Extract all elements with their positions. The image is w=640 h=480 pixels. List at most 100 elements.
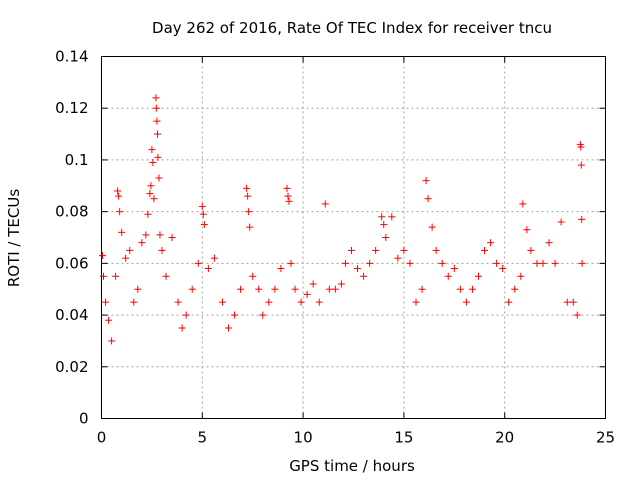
- data-point: [244, 192, 252, 200]
- data-point: [284, 192, 292, 200]
- y-tick-label: 0.14: [55, 48, 88, 66]
- data-point: [291, 285, 299, 293]
- x-tick-label: 0: [97, 429, 107, 447]
- data-point: [372, 246, 380, 254]
- data-point: [499, 265, 507, 273]
- data-point: [112, 272, 120, 280]
- data-point: [578, 259, 586, 267]
- data-point: [450, 265, 458, 273]
- data-point: [182, 311, 190, 319]
- data-point: [331, 285, 339, 293]
- data-point: [156, 231, 164, 239]
- data-point: [551, 259, 559, 267]
- data-point: [199, 210, 207, 218]
- data-point: [152, 94, 160, 102]
- y-tick-label: 0.02: [55, 358, 88, 376]
- data-point: [146, 190, 154, 198]
- x-tick-label: 10: [294, 429, 313, 447]
- data-point: [406, 259, 414, 267]
- data-point: [341, 259, 349, 267]
- data-point: [400, 246, 408, 254]
- data-point: [424, 195, 432, 203]
- data-point: [418, 285, 426, 293]
- data-point: [347, 246, 355, 254]
- data-point: [147, 182, 155, 190]
- data-point: [210, 254, 218, 262]
- data-point: [474, 272, 482, 280]
- data-point: [198, 202, 206, 210]
- data-point: [200, 221, 208, 229]
- data-point: [428, 223, 436, 231]
- data-point: [154, 130, 162, 138]
- data-point: [265, 298, 273, 306]
- axis-ticks: 0 5 10 15 20 25 0 0.02 0.04 0.06 0.08 0.1 0.12 0.14: [55, 48, 615, 447]
- data-point: [505, 298, 513, 306]
- data-point: [519, 200, 527, 208]
- data-point: [116, 208, 124, 216]
- data-point: [162, 272, 170, 280]
- data-point: [325, 285, 333, 293]
- data-point: [382, 234, 390, 241]
- data-point: [249, 272, 257, 280]
- data-point: [168, 234, 176, 241]
- data-point: [394, 254, 402, 262]
- y-tick-label: 0: [79, 410, 89, 428]
- data-point: [134, 285, 142, 293]
- grid: [101, 56, 606, 419]
- data-point: [277, 265, 285, 273]
- data-point: [487, 239, 495, 247]
- data-point: [99, 252, 107, 260]
- data-point: [245, 208, 253, 216]
- data-point: [388, 213, 396, 221]
- data-point: [155, 174, 163, 182]
- data-point: [511, 285, 519, 293]
- data-point: [102, 298, 110, 306]
- data-point: [158, 246, 166, 254]
- data-point: [108, 337, 116, 345]
- data-point: [285, 197, 293, 205]
- data-point: [130, 298, 138, 306]
- data-point: [412, 298, 420, 306]
- data-point: [115, 192, 123, 200]
- x-tick-label: 20: [495, 429, 514, 447]
- data-point: [178, 324, 186, 332]
- y-tick-label: 0.1: [65, 151, 89, 169]
- data-point: [303, 290, 311, 298]
- data-point: [309, 280, 317, 288]
- data-point: [153, 117, 161, 125]
- data-point: [527, 246, 535, 254]
- data-point: [533, 259, 541, 267]
- data-point: [517, 272, 525, 280]
- data-point: [321, 200, 329, 208]
- data-point: [563, 298, 571, 306]
- data-point: [243, 184, 251, 192]
- y-tick-label: 0.04: [55, 306, 88, 324]
- data-point: [578, 215, 586, 223]
- data-point: [380, 221, 388, 229]
- data-point: [259, 311, 267, 319]
- data-series: [99, 94, 586, 345]
- data-point: [150, 195, 158, 203]
- data-point: [114, 187, 122, 195]
- data-point: [154, 153, 162, 161]
- data-point: [569, 298, 577, 306]
- data-point: [148, 146, 156, 154]
- x-tick-label: 15: [394, 429, 413, 447]
- data-point: [557, 218, 565, 226]
- data-point: [246, 223, 254, 231]
- data-point: [577, 161, 585, 169]
- x-tick-label: 25: [596, 429, 615, 447]
- data-point: [468, 285, 476, 293]
- data-point: [142, 231, 150, 239]
- x-tick-label: 5: [198, 429, 208, 447]
- data-point: [456, 285, 464, 293]
- data-point: [194, 259, 202, 267]
- data-point: [204, 265, 212, 273]
- data-point: [118, 228, 126, 236]
- data-point: [444, 272, 452, 280]
- data-point: [315, 298, 323, 306]
- data-point: [149, 159, 157, 167]
- data-point: [360, 272, 368, 280]
- data-point: [481, 246, 489, 254]
